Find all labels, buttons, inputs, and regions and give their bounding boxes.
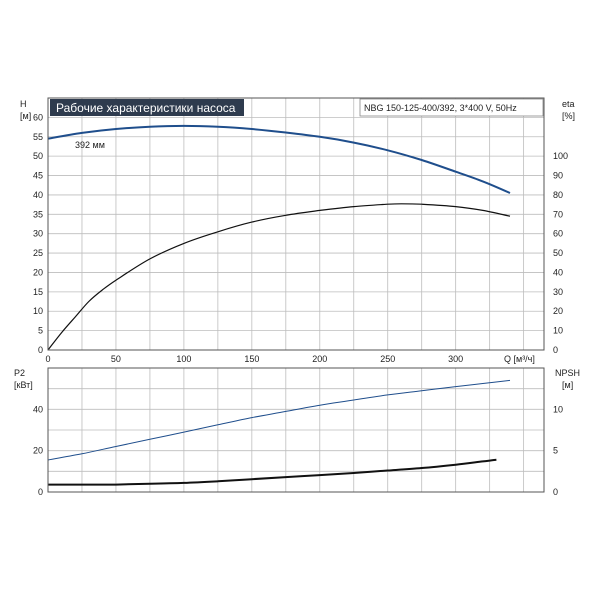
q-tick-label: 100 [176,354,191,364]
h-tick-label: 5 [38,326,43,336]
h-tick-label: 50 [33,151,43,161]
eta-tick-label: 10 [553,326,563,336]
eta-tick-label: 40 [553,267,563,277]
h-curve [47,124,511,194]
impeller-diameter-label: 392 мм [75,140,105,150]
top-plot-curves [47,124,511,351]
h-tick-label: 15 [33,287,43,297]
p2-tick-label: 20 [33,446,43,456]
h-axis-unit: [м] [20,111,31,121]
p2-axis-label: P2 [14,368,25,378]
top-plot-frame [47,97,545,351]
chart-title: Рабочие характеристики насоса [56,101,236,115]
h-tick-label: 25 [33,248,43,258]
h-tick-label: 0 [38,345,43,355]
q-tick-label: 300 [448,354,463,364]
chart-title-box [50,99,244,116]
bottom-plot-frame [47,367,545,493]
eta-tick-label: 80 [553,190,563,200]
eta-tick-label: 60 [553,229,563,239]
p2-axis-unit: [кВт] [14,380,33,390]
h-tick-label: 35 [33,209,43,219]
model-label: NBG 150-125-400/392, 3*400 V, 50Hz [364,103,517,113]
h-tick-label: 10 [33,306,43,316]
eta-axis-label: eta [562,99,575,109]
q-tick-label: 0 [45,354,50,364]
eta-tick-label: 100 [553,151,568,161]
bottom-plot-grid [48,368,544,492]
p2-tick-label: 40 [33,404,43,414]
h-tick-label: 20 [33,267,43,277]
npsh-tick-label: 5 [553,446,558,456]
q-tick-label: 50 [111,354,121,364]
h-tick-label: 40 [33,190,43,200]
eta-tick-label: 70 [553,209,563,219]
npsh-axis-unit: [м] [562,380,573,390]
q-tick-label: 150 [244,354,259,364]
eta-tick-label: 20 [553,306,563,316]
eta-tick-label: 50 [553,248,563,258]
eta-tick-label: 0 [553,345,558,355]
p2-tick-label: 0 [38,487,43,497]
h-tick-label: 60 [33,112,43,122]
eta-tick-label: 30 [553,287,563,297]
tick-labels: 0510152025303540455055600102030405060708… [33,112,568,497]
h-axis-label: H [20,99,27,109]
q-tick-label: 250 [380,354,395,364]
npsh-tick-label: 10 [553,404,563,414]
top-plot-grid [48,98,544,350]
model-label-box [359,98,544,117]
h-tick-label: 55 [33,132,43,142]
eta-curve [47,203,511,351]
q-axis-label: Q [м³/ч] [504,354,535,364]
h-tick-label: 45 [33,171,43,181]
eta-tick-label: 90 [553,171,563,181]
p2-curve [47,379,511,461]
npsh-tick-label: 0 [553,487,558,497]
bottom-plot-curves [47,379,511,486]
eta-axis-unit: [%] [562,111,575,121]
npsh-axis-label: NPSH [555,368,580,378]
q-tick-label: 200 [312,354,327,364]
npsh-curve [47,458,497,486]
h-tick-label: 30 [33,229,43,239]
